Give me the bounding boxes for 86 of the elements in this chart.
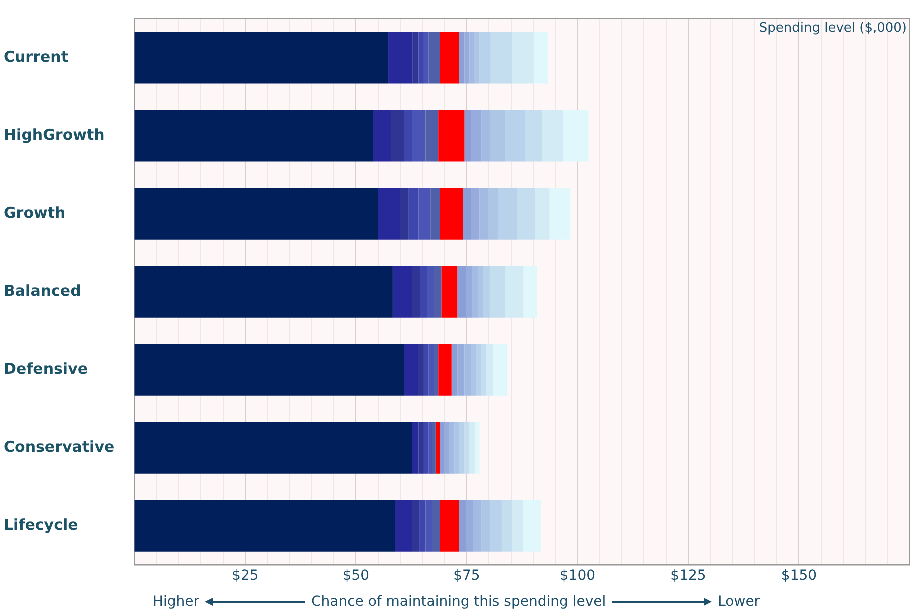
bar bbox=[470, 422, 475, 474]
bar bbox=[564, 110, 589, 162]
bar bbox=[440, 422, 444, 474]
bar bbox=[471, 188, 480, 240]
bar bbox=[434, 344, 439, 396]
bar bbox=[420, 266, 428, 318]
bar bbox=[474, 422, 480, 474]
text: Chance of maintaining this spending level bbox=[311, 594, 606, 610]
y-tick-label: Lifecycle bbox=[4, 516, 78, 534]
bar bbox=[463, 188, 472, 240]
text: Higher bbox=[152, 594, 200, 610]
bar bbox=[505, 266, 524, 318]
bar bbox=[542, 110, 564, 162]
bar bbox=[534, 32, 548, 84]
bar bbox=[424, 422, 429, 474]
bar bbox=[134, 500, 396, 552]
bar bbox=[458, 344, 465, 396]
bar bbox=[412, 110, 426, 162]
x-axis-title: Spending level ($,000) bbox=[759, 20, 907, 36]
bar bbox=[418, 188, 431, 240]
x-tick-label: $125 bbox=[670, 568, 706, 584]
bar bbox=[428, 266, 434, 318]
bar bbox=[490, 266, 506, 318]
bar bbox=[524, 266, 538, 318]
bar bbox=[466, 500, 474, 552]
bar bbox=[466, 266, 472, 318]
bar bbox=[428, 32, 440, 84]
y-tick-label: Growth bbox=[4, 204, 66, 222]
bar bbox=[442, 266, 458, 318]
bar bbox=[134, 422, 412, 474]
bar bbox=[404, 110, 412, 162]
x-tick-label: $25 bbox=[232, 568, 259, 584]
bar bbox=[517, 188, 536, 240]
bar bbox=[426, 110, 439, 162]
bar bbox=[134, 188, 378, 240]
y-tick-label: Balanced bbox=[4, 282, 82, 300]
y-tick-label: Conservative bbox=[4, 438, 115, 456]
bar bbox=[424, 32, 429, 84]
bar bbox=[134, 32, 389, 84]
bar bbox=[512, 32, 534, 84]
bar bbox=[440, 32, 460, 84]
bar bbox=[426, 500, 432, 552]
bar bbox=[434, 266, 442, 318]
bar bbox=[471, 110, 482, 162]
bar bbox=[432, 422, 436, 474]
x-tick-label: $150 bbox=[781, 568, 818, 584]
x-tick-label: $50 bbox=[342, 568, 370, 584]
y-tick-label: Defensive bbox=[4, 360, 88, 378]
bar bbox=[418, 32, 424, 84]
bar bbox=[493, 344, 508, 396]
bar bbox=[408, 188, 419, 240]
bar bbox=[428, 344, 434, 396]
bar bbox=[490, 32, 513, 84]
bar bbox=[134, 344, 404, 396]
bar bbox=[436, 422, 440, 474]
bar bbox=[482, 344, 486, 396]
y-tick-label: HighGrowth bbox=[4, 126, 105, 144]
bar bbox=[424, 344, 429, 396]
bar bbox=[502, 500, 512, 552]
bar bbox=[438, 110, 465, 162]
bar bbox=[438, 344, 452, 396]
bar bbox=[134, 266, 393, 318]
bar bbox=[464, 110, 472, 162]
bar bbox=[459, 32, 465, 84]
bar bbox=[486, 344, 494, 396]
x-tick-label: $75 bbox=[454, 568, 480, 584]
bar bbox=[420, 500, 426, 552]
bar bbox=[432, 500, 440, 552]
bar bbox=[440, 188, 464, 240]
bar bbox=[444, 422, 450, 474]
bar bbox=[134, 110, 374, 162]
bar bbox=[525, 110, 542, 162]
bar bbox=[440, 500, 460, 552]
bar bbox=[430, 188, 440, 240]
x-tick-label: $100 bbox=[560, 568, 596, 584]
bar bbox=[536, 188, 550, 240]
bar bbox=[464, 422, 470, 474]
y-tick-label: Current bbox=[4, 48, 69, 66]
bar bbox=[459, 500, 466, 552]
bar bbox=[464, 32, 470, 84]
bar bbox=[512, 500, 524, 552]
text: Lower bbox=[718, 594, 760, 610]
bar bbox=[550, 188, 571, 240]
bar bbox=[452, 344, 458, 396]
bar bbox=[523, 500, 541, 552]
bar bbox=[458, 266, 466, 318]
